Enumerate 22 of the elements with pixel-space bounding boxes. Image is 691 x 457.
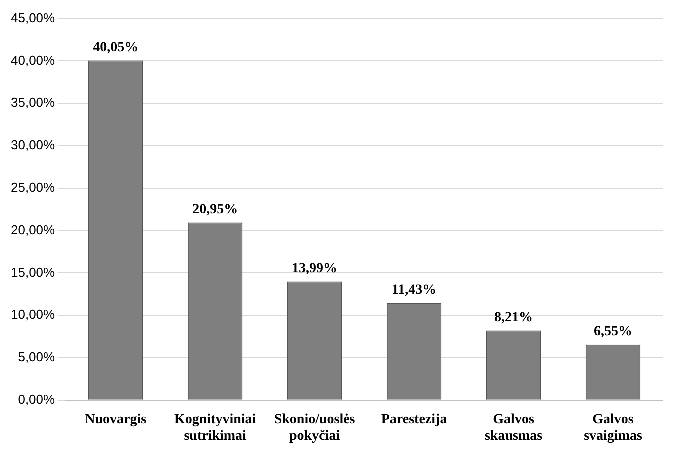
y-tick-label: 15,00% [10, 264, 56, 280]
y-tick-label: 10,00% [10, 307, 56, 322]
data-label: 13,99% [292, 261, 338, 276]
x-tick-label: Parestezija [381, 412, 448, 428]
x-tick-label: Galvos svaigimas [584, 412, 643, 444]
data-label: 20,95% [192, 202, 238, 218]
y-tick-label: 5,00% [18, 350, 56, 365]
data-label: 6,55% [594, 324, 633, 340]
y-tick-label: 25,00% [10, 180, 56, 195]
x-tick-label: Galvos skausmas [484, 412, 544, 444]
data-label: 8,21% [494, 310, 534, 326]
data-label: 40,05% [93, 40, 139, 56]
y-tick-label: 30,00% [10, 138, 56, 153]
y-tick-label: 0,00% [18, 392, 56, 407]
y-tick-label: 45,00% [10, 10, 56, 26]
y-tick-label: 40,00% [10, 52, 56, 68]
y-tick-label: 35,00% [10, 95, 56, 110]
x-tick-label: Nuovargis [85, 412, 148, 428]
y-tick-label: 20,00% [10, 222, 56, 238]
x-tick-label: Skonio/uoslės pokyčiai [274, 412, 356, 444]
data-label: 11,43% [392, 283, 437, 298]
x-tick-label: Kognityviniai sutrikimai [174, 412, 256, 444]
